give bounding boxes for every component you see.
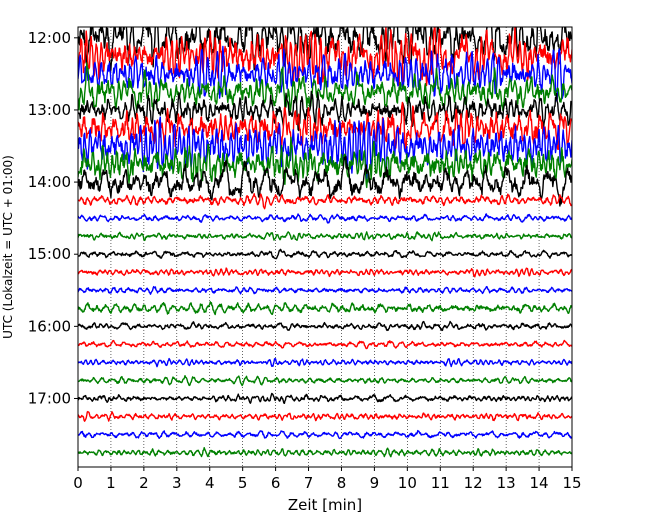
trace-1445 (78, 231, 572, 242)
trace-1400 (78, 155, 572, 207)
y-tick-label: 16:00 (28, 317, 71, 335)
x-tick-label: 13 (497, 474, 516, 492)
x-tick-label: 5 (238, 474, 248, 492)
trace-1545 (78, 301, 572, 316)
plot-frame (77, 26, 573, 468)
trace-1730 (78, 429, 572, 440)
trace-1615 (78, 339, 572, 350)
x-tick-label: 7 (304, 474, 314, 492)
x-tick-label: 6 (271, 474, 281, 492)
trace-1245 (78, 62, 572, 112)
x-tick-label: 3 (172, 474, 182, 492)
x-tick-label: 0 (73, 474, 83, 492)
trace-1745 (78, 447, 572, 458)
x-tick-label: 12 (464, 474, 483, 492)
x-axis-ticks: 0 1 2 3 4 5 6 7 8 9 10 11 12 13 14 15 (73, 467, 582, 492)
trace-1415 (78, 193, 572, 210)
y-tick-label: 15:00 (28, 245, 71, 263)
trace-1600 (78, 320, 572, 332)
x-axis-label: Zeit [min] (288, 496, 362, 514)
x-tick-label: 9 (370, 474, 380, 492)
trace-1430 (78, 213, 572, 224)
seismogram-traces (78, 27, 572, 458)
x-tick-label: 11 (431, 474, 450, 492)
y-tick-label: 13:00 (28, 101, 71, 119)
trace-1715 (78, 410, 572, 422)
x-tick-label: 8 (337, 474, 347, 492)
trace-1645 (78, 375, 572, 387)
trace-1530 (78, 285, 572, 295)
x-tick-label: 4 (205, 474, 215, 492)
x-tick-label: 1 (106, 474, 116, 492)
trace-1300 (78, 90, 572, 132)
trace-1700 (78, 392, 572, 404)
trace-1630 (78, 357, 572, 368)
trace-1515 (78, 267, 572, 278)
y-axis-ticks: 12:00 13:00 14:00 15:00 16:00 17:00 (28, 29, 78, 407)
x-tick-label: 15 (562, 474, 581, 492)
x-tick-label: 14 (530, 474, 549, 492)
trace-1345 (78, 136, 572, 189)
trace-1500 (78, 248, 572, 260)
y-tick-label: 12:00 (28, 29, 71, 47)
trace-1215 (78, 27, 572, 87)
vertical-grid-lines (110, 27, 540, 467)
y-tick-label: 17:00 (28, 389, 71, 407)
x-tick-label: 2 (139, 474, 149, 492)
x-tick-label: 10 (398, 474, 417, 492)
y-tick-label: 14:00 (28, 173, 71, 191)
y-axis-label: UTC (Lokalzeit = UTC + 01:00) (1, 155, 15, 339)
